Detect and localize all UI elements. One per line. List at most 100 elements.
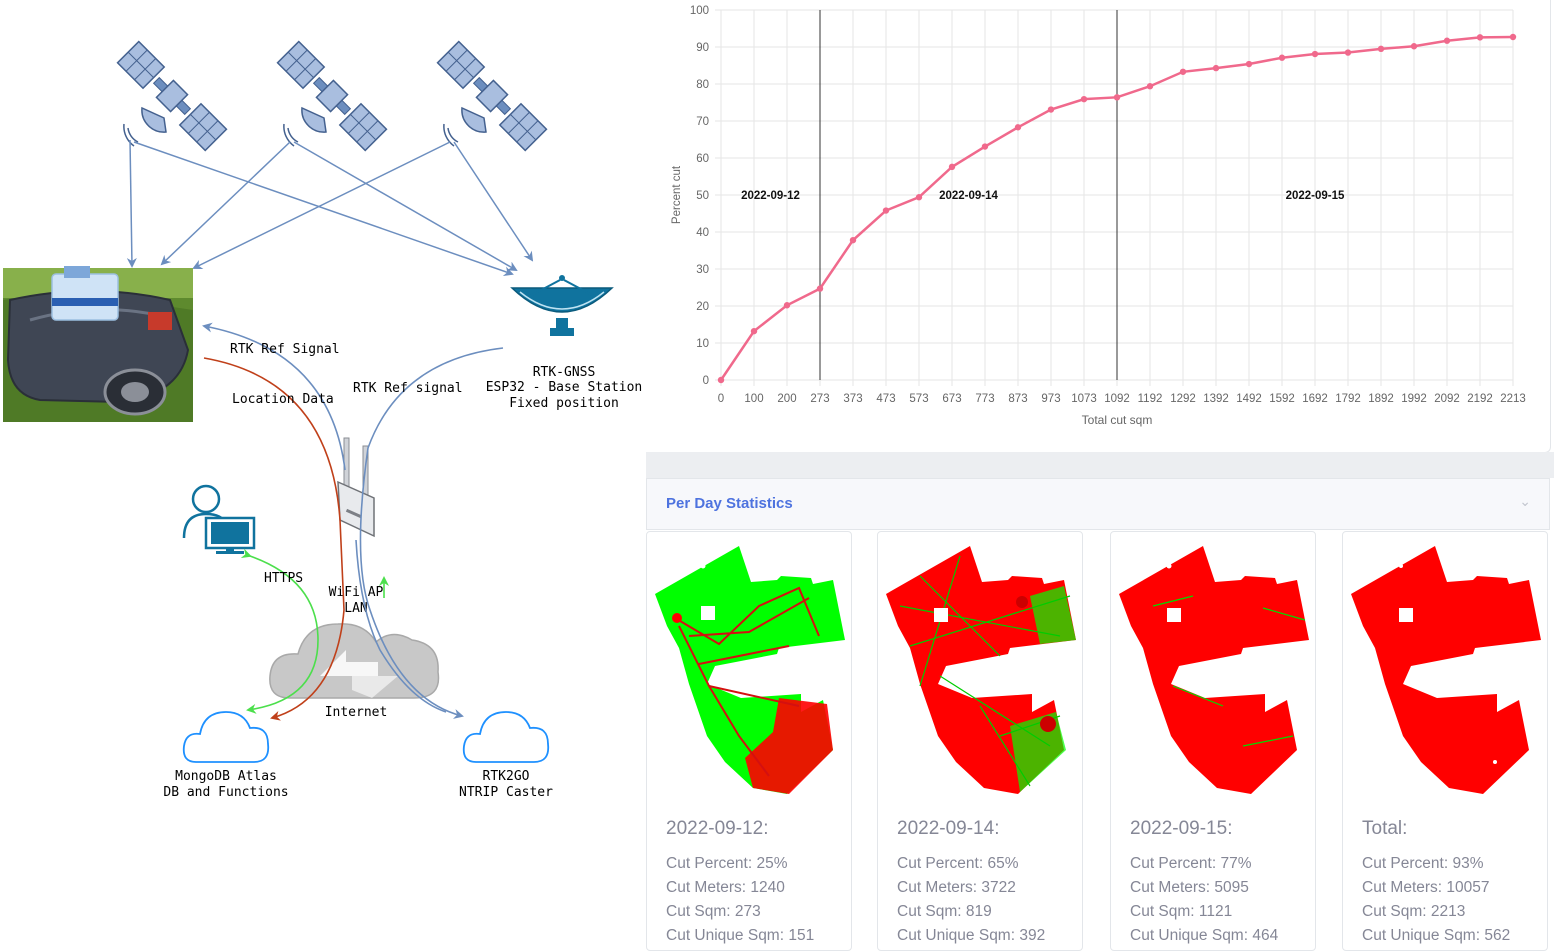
mongodb-cloud-icon [182, 711, 270, 763]
sat3-to-mower-arrow [192, 141, 451, 269]
cut-percent: Cut Percent: 77% [1130, 855, 1252, 872]
data-point [1179, 68, 1187, 75]
data-point [1443, 37, 1451, 44]
y-tick-label: 30 [696, 264, 709, 276]
cut-map-day1 [655, 546, 845, 794]
cut-sqm: Cut Sqm: 2213 [1362, 903, 1466, 920]
card-title: Total: [1362, 818, 1408, 839]
data-point [1146, 83, 1154, 90]
x-tick-label: 1692 [1302, 393, 1328, 405]
base-station-label-3: Fixed position [509, 396, 619, 411]
card-title: 2022-09-14: [897, 818, 1000, 839]
data-point [1014, 124, 1022, 131]
satellite-3-icon [436, 40, 548, 152]
x-tick-label: 200 [777, 393, 796, 405]
x-tick-label: 1792 [1335, 393, 1361, 405]
per-day-statistics-title: Per Day Statistics [666, 495, 793, 512]
ap-to-internet-curve [355, 539, 447, 713]
chevron-down-icon[interactable]: ⌄ [1519, 493, 1531, 509]
y-axis-label: Percent cut [671, 165, 683, 224]
cut-unique-sqm: Cut Unique Sqm: 562 [1362, 927, 1511, 944]
y-tick-label: 80 [696, 79, 709, 91]
data-point [750, 327, 758, 335]
cut-percent: Cut Percent: 25% [666, 855, 788, 872]
robot-mower-photo [3, 266, 193, 422]
x-tick-label: 873 [1008, 393, 1027, 405]
data-point [1344, 49, 1352, 56]
data-point [1410, 43, 1418, 50]
satellite-1-icon [116, 40, 228, 152]
cut-percent: Cut Percent: 65% [897, 855, 1019, 872]
card-title: 2022-09-15: [1130, 818, 1233, 839]
x-tick-label: 1192 [1138, 393, 1163, 405]
y-tick-label: 50 [696, 190, 709, 202]
rtk2go-label-2: NTRIP Caster [459, 785, 553, 800]
x-tick-label: 1492 [1236, 393, 1262, 405]
percent-cut-chart-panel: 2022-09-12 2022-09-14 2022-09-15 0 10 20 30 40… [646, 0, 1551, 453]
cut-meters: Cut Meters: 3722 [897, 879, 1016, 896]
x-tick-label: 573 [909, 393, 928, 405]
panel-gap [646, 452, 1554, 478]
x-tick-label: 2092 [1434, 393, 1460, 405]
stats-card-day2: 2022-09-14: Cut Percent: 65% Cut Meters:… [877, 531, 1083, 951]
sat2-to-base-arrow [293, 141, 518, 271]
y-tick-label: 60 [696, 153, 709, 165]
data-point [981, 143, 989, 150]
base-station-label-1: RTK-GNSS [533, 365, 596, 380]
data-point [849, 236, 857, 244]
card-title: 2022-09-12: [666, 818, 769, 839]
sat3-to-base-arrow [453, 141, 534, 262]
user-computer-icon [182, 484, 256, 554]
data-point [1278, 54, 1286, 61]
chart-day-markers: 2022-09-12 2022-09-14 2022-09-15 [741, 10, 1345, 380]
y-tick-label: 100 [690, 5, 709, 17]
x-tick-label: 100 [744, 393, 763, 405]
x-tick-label: 0 [718, 393, 724, 405]
data-point [1245, 60, 1253, 68]
y-tick-label: 40 [696, 227, 709, 239]
data-point [915, 194, 923, 201]
stats-card-total: Total: Cut Percent: 93% Cut Meters: 1005… [1342, 531, 1548, 951]
sat1-to-base-arrow [133, 141, 514, 277]
cut-meters: Cut Meters: 1240 [666, 879, 785, 896]
satellite-2-icon [276, 40, 388, 152]
x-tick-label: 1592 [1269, 393, 1295, 405]
data-point [1509, 33, 1517, 41]
system-architecture-diagram: RTK-GNSS ESP32 - Base Station Fixed posi… [3, 40, 643, 800]
chart-grid [715, 9, 1514, 386]
wifi-access-point-icon [337, 437, 375, 538]
sat2-to-mower-arrow [160, 141, 291, 266]
cut-map-day2 [886, 546, 1076, 794]
x-axis-label: Total cut sqm [1082, 413, 1153, 427]
rtk-ref-signal-label-1: RTK Ref Signal [230, 342, 340, 357]
stats-card-day1: 2022-09-12: Cut Percent: 25% Cut Meters:… [646, 531, 852, 951]
y-tick-label: 10 [696, 338, 709, 350]
cut-meters: Cut Meters: 5095 [1130, 879, 1249, 896]
x-tick-label: 973 [1041, 393, 1060, 405]
y-tick-label: 20 [696, 301, 709, 313]
day-label: 2022-09-12 [741, 190, 800, 202]
percent-cut-line-chart: 2022-09-12 2022-09-14 2022-09-15 0 10 20 30 40… [671, 5, 1526, 427]
rtk2go-label-1: RTK2GO [483, 769, 530, 784]
lan-label: LAN [344, 601, 367, 616]
cut-sqm: Cut Sqm: 1121 [1130, 903, 1233, 920]
x-tick-label: 1392 [1203, 393, 1229, 405]
x-tick-label: 673 [942, 393, 961, 405]
https-curve [240, 548, 319, 714]
x-tick-label: 1292 [1170, 393, 1196, 405]
data-point [1047, 106, 1055, 113]
x-tick-label: 473 [876, 393, 895, 405]
chart-tick-labels: 0 10 20 30 40 50 60 70 80 90 100 0 100 200 273 373 473 57… [690, 5, 1526, 405]
cut-meters: Cut Meters: 10057 [1362, 879, 1490, 896]
rtk2go-cloud-icon [462, 711, 550, 763]
base-station-label-2: ESP32 - Base Station [486, 380, 643, 395]
cut-sqm: Cut Sqm: 819 [897, 903, 992, 920]
x-tick-label: 2213 [1500, 393, 1526, 405]
data-point [1476, 34, 1484, 41]
data-point [1311, 50, 1319, 58]
data-point [783, 302, 791, 309]
data-point [816, 285, 824, 292]
cut-map-total [1351, 546, 1541, 794]
per-day-statistics-header[interactable]: Per Day Statistics ⌄ [646, 478, 1550, 530]
mongodb-label-2: DB and Functions [163, 785, 288, 800]
